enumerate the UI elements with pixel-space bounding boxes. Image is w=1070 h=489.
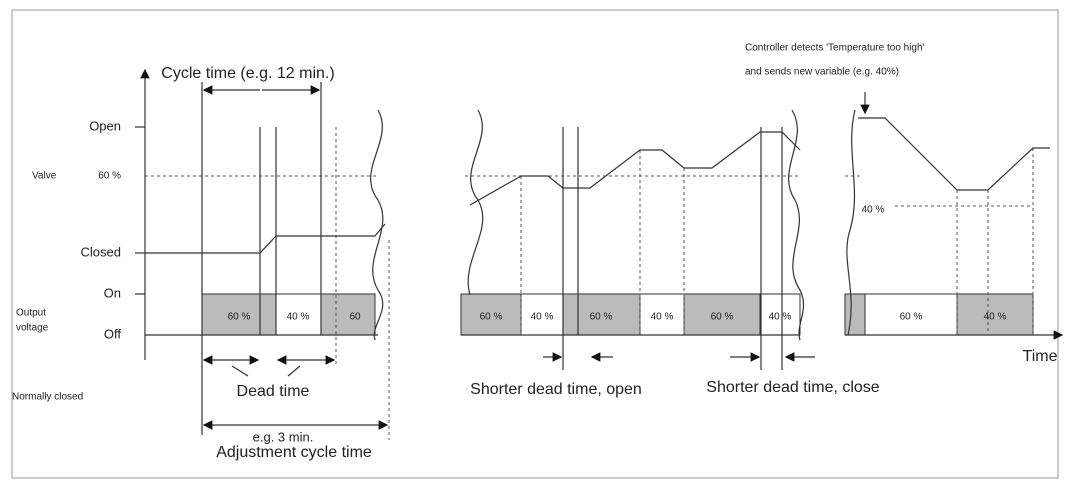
break <box>467 109 484 296</box>
level-label: On <box>104 285 121 300</box>
axis-title: voltage <box>16 323 49 334</box>
valve-curve <box>858 117 1050 191</box>
segment-box <box>759 293 801 336</box>
segment-label: 40 % <box>531 312 554 323</box>
axis-title: Valve <box>32 171 57 182</box>
level-label: Closed <box>81 244 121 259</box>
level-label: Open <box>89 118 121 133</box>
break <box>370 109 384 341</box>
note: and sends new variable (e.g. 40%) <box>745 67 899 78</box>
segment-box <box>320 293 376 336</box>
break <box>788 109 805 341</box>
segment-label: 40 % <box>769 312 792 323</box>
level-label: 40 % <box>862 205 885 216</box>
segment-box <box>639 293 685 336</box>
segment-box <box>520 293 564 336</box>
note: Normally closed <box>12 392 83 403</box>
valve-curve <box>469 131 801 206</box>
dead-time: Dead time <box>237 383 310 400</box>
segment-box <box>844 293 866 336</box>
leader <box>231 365 249 377</box>
break <box>846 109 856 336</box>
g: Cycle time (e.g. 12 min.) Open Valve 60 … <box>12 43 1058 462</box>
segment-label: 40 % <box>287 312 310 323</box>
axis-title: Time <box>1023 348 1058 365</box>
note: Shorter dead time, close <box>706 379 880 396</box>
note: Controller detects 'Temperature too high… <box>745 43 925 54</box>
leader <box>287 365 301 377</box>
segment-label: 60 % <box>480 312 503 323</box>
segment-label: 60 % <box>590 312 613 323</box>
cycle-time: Cycle time (e.g. 12 min.) <box>161 65 334 82</box>
segment-label: 40 % <box>984 312 1007 323</box>
segment-label: 60 % <box>711 312 734 323</box>
segment-label: 60 <box>349 312 361 323</box>
note: e.g. 3 min. <box>253 429 314 444</box>
axis-title: Output <box>16 308 46 319</box>
note: Shorter dead time, open <box>470 381 642 398</box>
valve-curve <box>145 223 386 254</box>
segment-label: 60 % <box>228 312 251 323</box>
note: Adjustment cycle time <box>216 444 372 461</box>
segment-box <box>201 293 277 336</box>
frame <box>11 9 1059 479</box>
level-label: 60 % <box>98 171 121 182</box>
level-label: Off <box>104 326 121 341</box>
segment-label: 40 % <box>651 312 674 323</box>
segment-label: 60 % <box>900 312 923 323</box>
segment-box <box>864 293 958 336</box>
